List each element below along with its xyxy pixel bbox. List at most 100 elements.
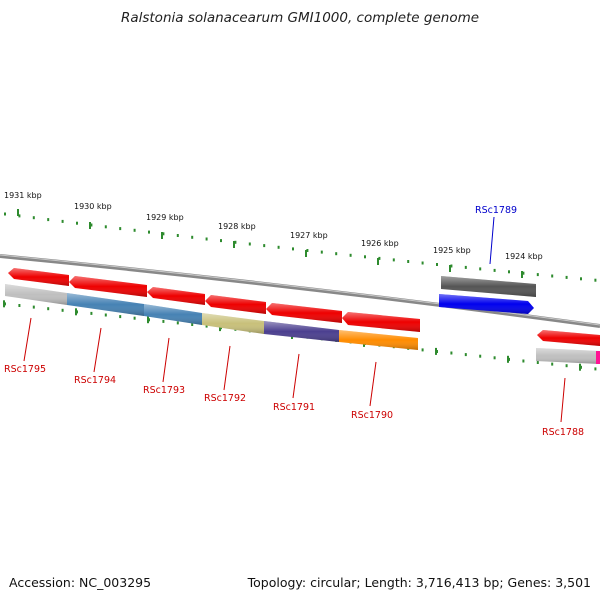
tick-dot — [76, 221, 78, 225]
kbp-tick-mark-bottom — [579, 363, 581, 371]
gene-bar[interactable] — [67, 293, 144, 316]
gene-label-group[interactable]: RSc1790 — [351, 361, 393, 421]
gene-bar-edge[interactable] — [596, 351, 600, 364]
tick-dot — [508, 270, 510, 274]
kbp-tick-mark-bottom — [147, 316, 149, 324]
kbp-tick-label: 1926 kbp — [361, 239, 399, 248]
gene-arrow[interactable] — [69, 276, 147, 297]
tick-dot — [392, 258, 395, 262]
gene-bar[interactable] — [202, 313, 264, 334]
tick-dot — [551, 362, 554, 366]
tick-dot — [220, 239, 222, 243]
gene-label: RSc1793 — [143, 385, 185, 396]
gene-label-group[interactable]: RSc1795 — [4, 317, 46, 375]
kbp-tick-label: 1931 kbp — [4, 191, 42, 200]
gene-bar[interactable] — [5, 284, 67, 305]
tick-dot — [277, 245, 280, 249]
tick-dot — [464, 265, 467, 269]
gene-label-group[interactable]: RSc1789 — [475, 205, 517, 265]
tick-dot — [364, 255, 366, 259]
kbp-tick: 1926 kbp — [361, 239, 399, 265]
tick-dot — [464, 353, 467, 357]
gene-label: RSc1791 — [273, 402, 315, 413]
tick-dot — [162, 232, 165, 236]
kbp-tick-mark-bottom — [435, 347, 437, 355]
gene-bar[interactable] — [264, 321, 339, 342]
gene-bar[interactable] — [144, 304, 202, 325]
tick-dot — [90, 311, 93, 315]
kbp-tick: 1929 kbp — [146, 213, 184, 239]
tick-dot — [493, 356, 496, 360]
tick-dot — [4, 212, 6, 216]
tick-dot — [551, 274, 554, 278]
kbp-tick-mark-bottom — [3, 300, 5, 308]
gene-lane-forward — [439, 276, 536, 314]
leader-line — [292, 353, 300, 399]
tick-dot — [61, 308, 64, 312]
kbp-tick: 1927 kbp — [290, 231, 328, 257]
tick-dot — [133, 228, 136, 232]
gene-label-group[interactable]: RSc1792 — [204, 345, 246, 404]
gene-label-group[interactable]: RSc1788 — [542, 377, 584, 438]
tick-dot — [32, 305, 35, 309]
gene-arrow[interactable] — [8, 268, 69, 286]
gene-bar[interactable] — [441, 276, 536, 297]
tick-dot — [536, 361, 539, 364]
tick-dot — [522, 271, 525, 275]
tick-dot — [18, 214, 21, 218]
tick-dot — [378, 256, 381, 260]
tick-dot — [436, 263, 438, 266]
gene-label: RSc1789 — [475, 205, 517, 216]
tick-dot — [565, 364, 568, 368]
tick-dot — [90, 223, 93, 227]
tick-dot — [320, 250, 323, 254]
leader-line — [23, 317, 32, 362]
gene-arrow[interactable] — [342, 312, 420, 332]
leader-line — [93, 327, 102, 373]
gene-label: RSc1790 — [351, 410, 393, 421]
leader-line — [223, 345, 231, 391]
gene-label-group[interactable]: RSc1794 — [74, 327, 116, 386]
tick-dot — [61, 219, 64, 223]
gene-arrow[interactable] — [266, 303, 342, 323]
tick-dot — [191, 323, 194, 326]
tick-dot — [32, 216, 35, 220]
tick-dot — [148, 230, 150, 234]
gene-arrow[interactable] — [439, 294, 534, 314]
gene-label-group[interactable]: RSc1791 — [273, 353, 315, 413]
tick-dot — [349, 253, 352, 257]
gene-label: RSc1788 — [542, 427, 584, 438]
map-title: Ralstonia solanacearum GMI1000, complete… — [120, 10, 480, 26]
tick-dot — [292, 247, 294, 251]
tick-dot — [522, 359, 525, 363]
accession-text: Accession: NC_003295 — [9, 575, 152, 590]
tick-dot — [421, 261, 424, 265]
gene-lane-lower — [5, 284, 600, 364]
tick-dot — [18, 304, 21, 307]
tick-dot — [119, 227, 122, 231]
gene-arrow[interactable] — [205, 295, 266, 314]
gene-lane-upper — [8, 268, 600, 346]
gene-arrow[interactable] — [147, 287, 205, 305]
kbp-tick: 1925 kbp — [433, 246, 471, 272]
tick-dot — [594, 367, 597, 371]
gene-bar[interactable] — [536, 348, 600, 364]
tick-dot — [306, 249, 309, 252]
tick-dot — [47, 307, 50, 311]
tick-dot — [421, 348, 424, 352]
tick-dot — [119, 315, 122, 319]
tick-dot — [191, 235, 194, 239]
tick-dot — [407, 260, 410, 263]
gene-arrow[interactable] — [537, 330, 600, 346]
tick-dot — [450, 264, 453, 268]
leader-line — [489, 216, 495, 265]
tick-dot — [47, 218, 50, 222]
kbp-tick-mark-bottom — [507, 355, 509, 363]
tick-dot — [335, 252, 338, 256]
kbp-tick-label: 1929 kbp — [146, 213, 184, 222]
kbp-tick-label: 1925 kbp — [433, 246, 471, 255]
gene-label-group[interactable]: RSc1793 — [143, 337, 185, 396]
gene-bar[interactable] — [339, 330, 418, 350]
tick-dot — [479, 354, 482, 358]
